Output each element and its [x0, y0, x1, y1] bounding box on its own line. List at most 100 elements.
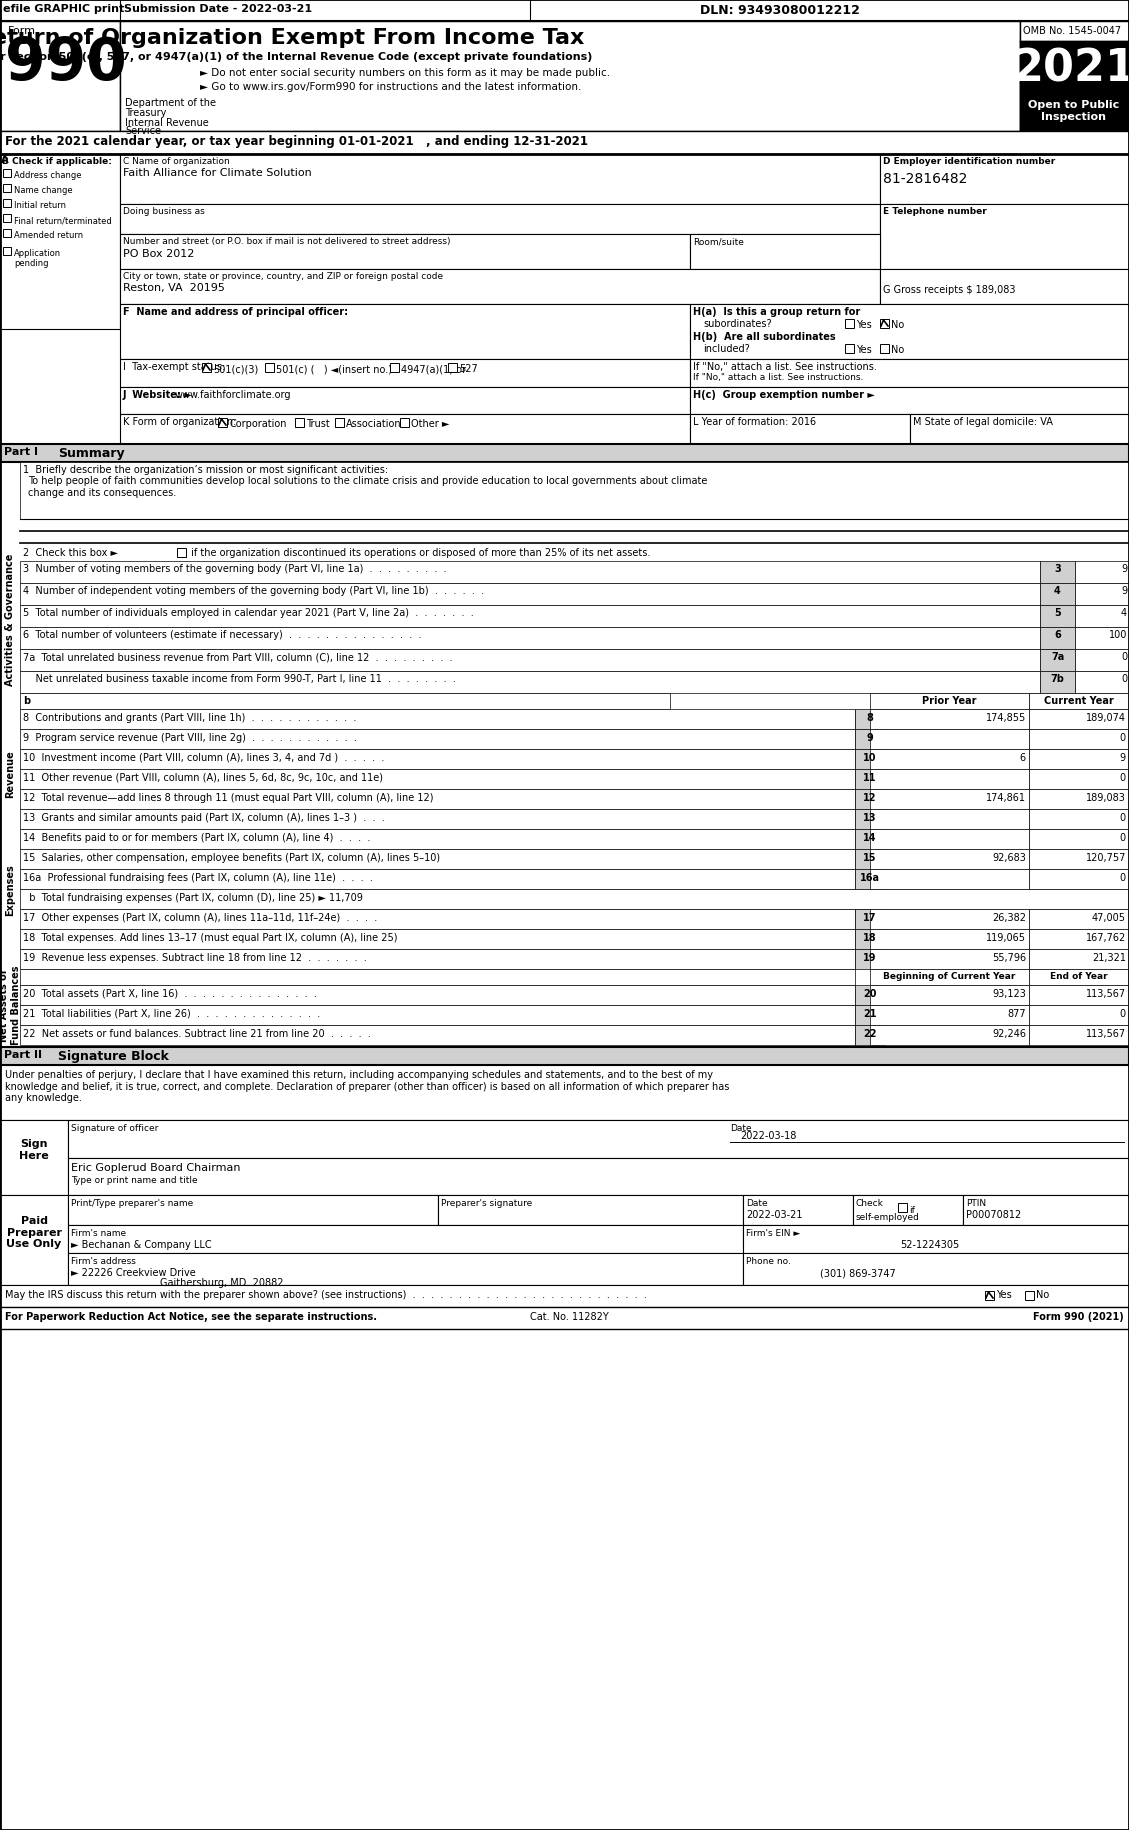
Text: If "No," attach a list. See instructions.: If "No," attach a list. See instructions… [693, 373, 864, 382]
Bar [20, 970, 855, 986]
Bar [295, 419, 304, 428]
Bar [0, 1120, 68, 1195]
Text: M State of legal domicile: VA: M State of legal domicile: VA [913, 417, 1053, 426]
Bar [855, 730, 885, 750]
Bar [870, 710, 1029, 730]
Bar [1075, 584, 1129, 606]
Bar [1040, 606, 1075, 628]
Bar [3, 231, 11, 238]
Text: 0: 0 [1120, 833, 1126, 842]
Text: 16a: 16a [860, 873, 879, 882]
Text: if: if [909, 1206, 914, 1215]
Text: Form: Form [8, 26, 36, 37]
Text: ► Bechanan & Company LLC: ► Bechanan & Company LLC [71, 1239, 211, 1250]
Text: 93,123: 93,123 [992, 988, 1026, 999]
Text: 16a  Professional fundraising fees (Part IX, column (A), line 11e)  .  .  .  .: 16a Professional fundraising fees (Part … [23, 873, 373, 882]
Text: J  Website: ►: J Website: ► [123, 390, 193, 399]
Bar [1029, 986, 1129, 1005]
Bar [0, 445, 1129, 463]
Text: 19  Revenue less expenses. Subtract line 18 from line 12  .  .  .  .  .  .  .: 19 Revenue less expenses. Subtract line … [23, 952, 367, 963]
Text: 10: 10 [864, 752, 877, 763]
Bar [20, 750, 855, 770]
Text: subordinates?: subordinates? [703, 318, 771, 329]
Bar [20, 950, 855, 970]
Bar [20, 789, 855, 809]
Text: Address change: Address change [14, 170, 81, 179]
Bar [1029, 694, 1129, 710]
Text: 20: 20 [864, 988, 877, 999]
Bar [1040, 672, 1075, 694]
Text: Prior Year: Prior Year [922, 695, 977, 706]
Text: Yes: Yes [856, 344, 872, 355]
Bar [1075, 650, 1129, 672]
Text: Yes: Yes [856, 320, 872, 329]
Bar [879, 269, 1129, 306]
Text: A: A [1, 156, 9, 165]
Bar [879, 156, 1129, 205]
Bar [1029, 910, 1129, 930]
Text: If "No," attach a list. See instructions.: If "No," attach a list. See instructions… [693, 362, 877, 371]
Bar [438, 1195, 743, 1226]
Text: To help people of faith communities develop local solutions to the climate crisi: To help people of faith communities deve… [28, 476, 708, 498]
Text: ► Do not enter social security numbers on this form as it may be made public.: ► Do not enter social security numbers o… [200, 68, 610, 79]
Bar [0, 132, 1129, 156]
Bar [1075, 606, 1129, 628]
Bar [743, 1226, 1129, 1254]
Bar [1029, 849, 1129, 869]
Bar [20, 849, 855, 869]
Text: Part II: Part II [5, 1049, 42, 1060]
Text: 13: 13 [864, 813, 877, 822]
Bar [870, 1025, 1029, 1045]
Text: 8: 8 [867, 712, 874, 723]
Bar [3, 185, 11, 192]
Bar [20, 584, 1040, 606]
Text: Eric Goplerud Board Chairman: Eric Goplerud Board Chairman [71, 1162, 240, 1173]
Text: Sign
Here: Sign Here [19, 1138, 49, 1160]
Bar [844, 344, 854, 353]
Bar [855, 1005, 885, 1025]
Text: Signature Block: Signature Block [58, 1049, 169, 1063]
Bar [1029, 730, 1129, 750]
Bar [20, 1025, 855, 1045]
Bar [20, 562, 1040, 584]
Bar [120, 306, 690, 361]
Text: 15  Salaries, other compensation, employee benefits (Part IX, column (A), lines : 15 Salaries, other compensation, employe… [23, 853, 440, 862]
Text: Paid
Preparer
Use Only: Paid Preparer Use Only [7, 1215, 62, 1248]
Text: 10  Investment income (Part VIII, column (A), lines 3, 4, and 7d )  .  .  .  .  : 10 Investment income (Part VIII, column … [23, 752, 384, 763]
Text: 11  Other revenue (Part VIII, column (A), lines 5, 6d, 8c, 9c, 10c, and 11e): 11 Other revenue (Part VIII, column (A),… [23, 772, 383, 783]
Text: For Paperwork Reduction Act Notice, see the separate instructions.: For Paperwork Reduction Act Notice, see … [5, 1312, 377, 1321]
Bar [20, 809, 855, 829]
Text: PO Box 2012: PO Box 2012 [123, 249, 194, 258]
Text: Name change: Name change [14, 187, 72, 194]
Text: Under penalties of perjury, I declare that I have examined this return, includin: Under penalties of perjury, I declare th… [5, 1069, 729, 1103]
Bar [870, 770, 1029, 789]
Bar [855, 869, 885, 889]
Bar [20, 986, 855, 1005]
Text: 100: 100 [1109, 630, 1127, 640]
Text: Room/suite: Room/suite [693, 236, 744, 245]
Text: OMB No. 1545-0047: OMB No. 1545-0047 [1023, 26, 1121, 37]
Text: 8  Contributions and grants (Part VIII, line 1h)  .  .  .  .  .  .  .  .  .  .  : 8 Contributions and grants (Part VIII, l… [23, 712, 357, 723]
Bar [20, 694, 669, 710]
Text: 6  Total number of volunteers (estimate if necessary)  .  .  .  .  .  .  .  .  .: 6 Total number of volunteers (estimate i… [23, 630, 421, 640]
Bar [1025, 1292, 1034, 1301]
Bar [690, 361, 1129, 388]
Text: 92,246: 92,246 [992, 1028, 1026, 1038]
Text: 7a  Total unrelated business revenue from Part VIII, column (C), line 12  .  .  : 7a Total unrelated business revenue from… [23, 651, 453, 662]
Bar [3, 214, 11, 223]
Text: 0: 0 [1120, 772, 1126, 783]
Text: 0: 0 [1121, 651, 1127, 662]
Bar [1029, 770, 1129, 789]
Text: H(b)  Are all subordinates: H(b) Are all subordinates [693, 331, 835, 342]
Bar [0, 156, 120, 329]
Text: Beginning of Current Year: Beginning of Current Year [883, 972, 1016, 981]
Text: H(c)  Group exemption number ►: H(c) Group exemption number ► [693, 390, 875, 399]
Text: Internal Revenue: Internal Revenue [125, 117, 209, 128]
Bar [1075, 628, 1129, 650]
Bar [743, 1254, 1129, 1285]
Text: Signature of officer: Signature of officer [71, 1124, 158, 1133]
Text: 2022-03-18: 2022-03-18 [739, 1131, 796, 1140]
Bar [1019, 42, 1129, 97]
Text: Date: Date [730, 1124, 752, 1133]
Text: Open to Public
Inspection: Open to Public Inspection [1029, 101, 1120, 121]
